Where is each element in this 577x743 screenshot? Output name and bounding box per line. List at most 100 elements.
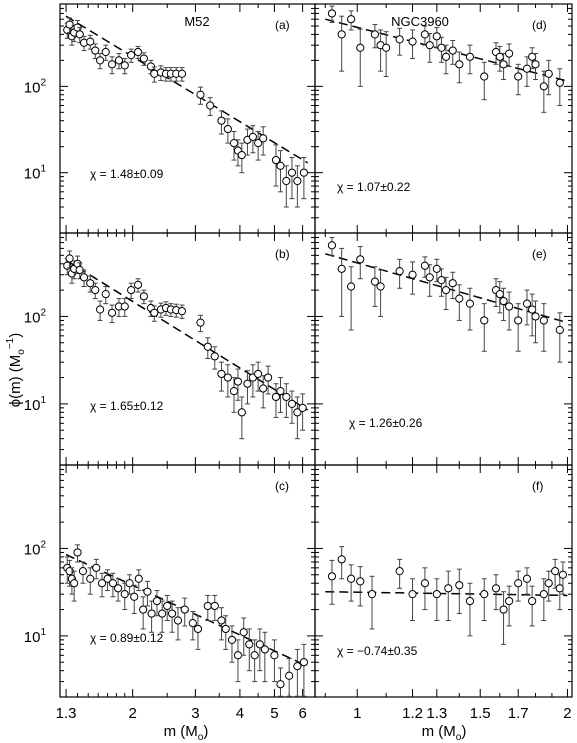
data-point — [514, 316, 523, 325]
data-point — [539, 316, 548, 325]
data-point — [65, 20, 74, 29]
data-point — [254, 369, 263, 379]
data-point — [143, 587, 152, 596]
panel-frame — [59, 232, 316, 466]
data-point — [255, 640, 264, 649]
panel-frame — [314, 3, 573, 234]
data-point — [139, 605, 148, 614]
data-point — [555, 78, 564, 87]
data-point — [282, 392, 291, 402]
data-point — [210, 601, 219, 611]
data-point — [395, 35, 404, 44]
data-point — [276, 161, 285, 170]
x-tick-label: 5 — [270, 705, 278, 722]
data-point — [455, 581, 464, 590]
panel-label: (b) — [275, 247, 290, 261]
data-point — [229, 139, 239, 148]
data-point — [395, 567, 404, 576]
x-tick-label: 1.3 — [426, 705, 447, 722]
data-point — [120, 302, 129, 311]
panel-label: (c) — [275, 479, 289, 493]
panel-frame — [59, 3, 316, 234]
chi-annotation: χ = 0.89±0.12 — [90, 631, 164, 645]
data-point — [465, 299, 475, 308]
data-point — [130, 592, 139, 601]
data-point — [444, 584, 453, 593]
data-point — [370, 277, 380, 286]
data-point — [356, 577, 365, 586]
data-point — [65, 254, 74, 263]
x-axis-label-ngc3960: m (Mo) — [422, 723, 467, 743]
data-point — [287, 168, 297, 177]
x-tick-label: 2 — [563, 705, 571, 722]
panel-d: (d) NGC3960 χ = 1.07±0.22 — [314, 3, 573, 234]
y-axis-label-sup: −1 — [5, 337, 16, 349]
data-point — [150, 308, 159, 317]
data-point — [408, 590, 417, 599]
data-point — [227, 635, 237, 644]
data-point — [376, 282, 385, 291]
data-point — [180, 605, 189, 614]
fit-line — [65, 259, 309, 411]
data-point — [480, 316, 489, 325]
x-tick-label: 4 — [236, 705, 244, 722]
data-point — [465, 52, 475, 61]
data-point — [522, 574, 532, 583]
y-tick-label: 101 — [24, 164, 47, 183]
data-point — [271, 155, 281, 165]
chi-annotation: χ = 1.26±0.26 — [349, 416, 423, 430]
data-point — [108, 579, 118, 588]
fit-line — [325, 590, 568, 597]
panel-title: M52 — [184, 14, 209, 29]
y-axis-label-sub: o — [16, 349, 27, 355]
data-point — [495, 290, 504, 299]
data-point — [327, 241, 337, 250]
data-point — [206, 101, 215, 110]
data-point — [193, 624, 203, 634]
data-point — [298, 403, 307, 412]
x-tick-label: 1.7 — [508, 705, 529, 722]
data-point — [455, 294, 464, 303]
data-point — [101, 47, 110, 57]
data-point — [448, 46, 457, 55]
data-point — [177, 307, 187, 316]
data-point — [514, 72, 523, 81]
data-point — [276, 680, 285, 689]
data-point — [70, 579, 79, 588]
data-point — [250, 651, 259, 660]
x-tick-label: 6 — [298, 705, 306, 722]
data-point — [432, 32, 441, 41]
data-point — [539, 82, 548, 91]
y-axis-label-main: ϕ(m) (M — [7, 355, 24, 408]
data-point — [276, 387, 285, 396]
data-point — [91, 286, 100, 295]
data-point — [217, 116, 226, 125]
data-point — [177, 69, 187, 78]
data-point — [528, 305, 537, 314]
data-point — [347, 282, 356, 291]
data-point — [282, 176, 291, 186]
data-point — [555, 584, 564, 593]
data-point — [223, 373, 232, 382]
data-point — [528, 596, 537, 606]
y-tick-label: 102 — [24, 77, 47, 96]
x-tick-label: 2 — [129, 705, 137, 722]
data-point — [237, 150, 246, 160]
data-point — [395, 267, 404, 276]
data-point — [96, 56, 105, 65]
data-point — [337, 30, 346, 39]
y-axis-label-close: ) — [7, 333, 24, 338]
data-point — [420, 30, 430, 39]
data-point — [327, 9, 337, 18]
data-point — [299, 168, 309, 177]
data-point — [127, 51, 136, 60]
data-point — [505, 596, 514, 606]
data-point — [555, 325, 564, 335]
data-point — [78, 567, 88, 576]
data-point — [531, 60, 540, 69]
data-point — [499, 60, 508, 69]
data-point — [114, 56, 124, 65]
panel-frame — [314, 464, 573, 698]
data-point — [480, 590, 489, 599]
